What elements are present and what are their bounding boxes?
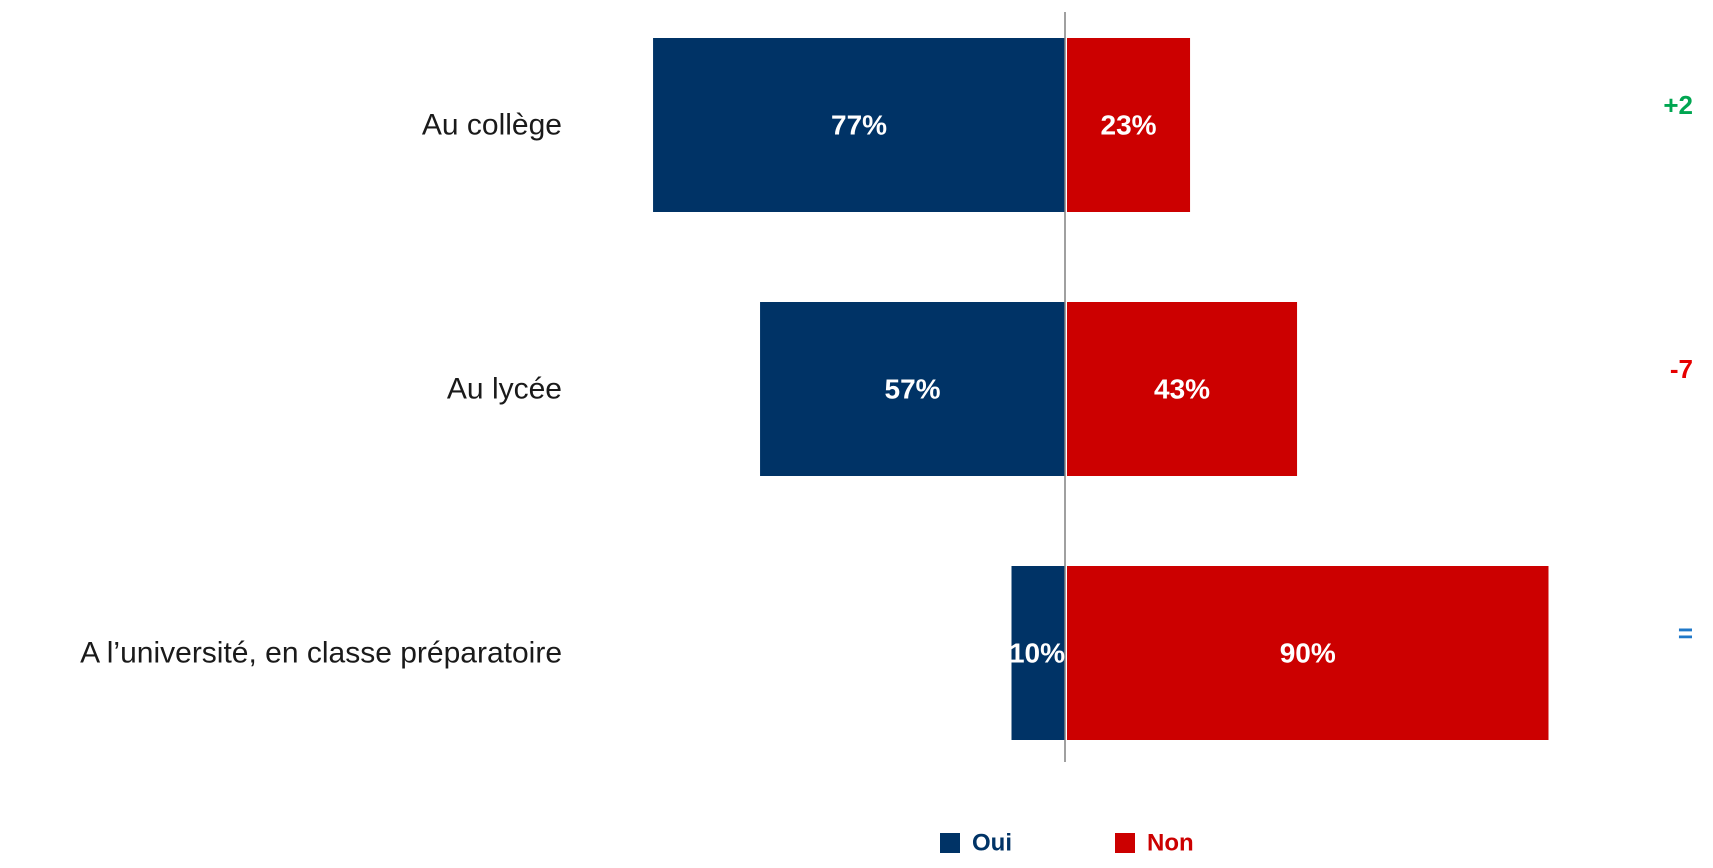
value-label-oui-1: 57% [885,374,941,405]
evolution-label-0: +2 [1663,90,1693,120]
value-label-non-1: 43% [1154,374,1210,405]
category-label-0: Au collège [422,109,562,142]
category-label-2: A l’université, en classe préparatoire [80,637,562,670]
value-label-oui-0: 77% [831,110,887,141]
evolution-label-2: = [1678,618,1693,648]
legend-label-0: Oui [972,830,1012,857]
legend: Oui Non [940,830,1194,857]
value-label-non-2: 90% [1280,638,1336,669]
legend-swatch-1 [1115,833,1135,853]
legend-swatch-0 [940,833,960,853]
legend-label-1: Non [1147,830,1194,857]
evolution-label-1: -7 [1670,354,1693,384]
value-label-oui-2: 10% [1009,638,1065,669]
value-label-non-0: 23% [1101,110,1157,141]
bars-group [653,38,1548,740]
category-label-1: Au lycée [447,373,562,406]
